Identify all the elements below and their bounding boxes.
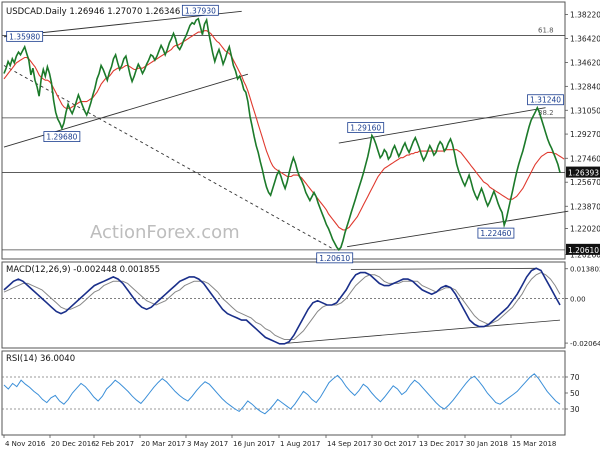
rsi-layer [2,374,565,414]
price-series [4,19,564,250]
price-tick-label: 1.36420 [570,34,600,43]
watermark: ActionForex.com [90,222,240,243]
x-tick-label: 14 Sep 2017 [327,440,371,448]
swing-label: 1.29680 [46,133,77,142]
price-tick-label: 1.22020 [570,225,600,234]
rsi-panel-frame [2,351,565,435]
rsi-tick-label: 30 [570,405,580,414]
x-tick-label: 30 Oct 2017 [373,440,416,448]
price-tick-label: 1.25670 [570,178,600,187]
fib-label: 61.8 [538,26,554,34]
current-price-label: 1.26393 [568,169,599,178]
x-axis: 4 Nov 2016 20 Dec 2016 2 Feb 2017 20 Mar 20… [4,435,556,448]
x-tick-label: 16 Jun 2017 [233,440,275,448]
x-tick-label: 20 Dec 2016 [51,440,96,448]
macd-title: MACD(12,26,9) -0.002448 0.001855 [6,265,160,275]
x-tick-label: 1 Aug 2017 [280,440,320,448]
price-tick-label: 1.29270 [570,130,600,139]
price-tick-label: 1.32840 [570,82,600,91]
macd-resistance-line [351,268,536,269]
price-tick-label: 1.38220 [570,10,600,19]
rsi-axis: 70 50 30 [565,373,580,414]
moving-average-line [4,31,564,230]
level-label: 1.20610 [568,246,599,255]
macd-tick-label: 0.00 [570,296,586,304]
rsi-tick-label: 70 [570,373,580,382]
macd-line [4,268,560,344]
rsi-tick-label: 50 [570,389,580,398]
swing-label: 1.31240 [530,96,561,105]
price-tick-label: 1.34620 [570,59,600,68]
rsi-line [4,374,560,414]
price-tick-label: 1.27460 [570,154,600,163]
x-tick-label: 2 Feb 2017 [95,440,134,448]
macd-tick-label: 0.013802 [570,266,600,274]
macd-layer [2,268,565,344]
swing-label: 1.35980 [9,32,40,41]
macd-axis: 0.013802 0.00 -0.020648 [565,266,600,348]
x-tick-label: 13 Dec 2017 [419,440,464,448]
x-tick-label: 20 Mar 2017 [141,440,185,448]
swing-label: 1.37930 [185,6,216,15]
x-tick-label: 30 Jan 2018 [466,440,508,448]
x-tick-label: 3 May 2017 [187,440,228,448]
signal-line [4,273,560,340]
rsi-title: RSI(14) 36.0040 [6,354,75,364]
price-trendlines [4,11,568,249]
macd-support-line [280,320,560,344]
rising-support-line [347,211,568,246]
x-tick-label: 15 Mar 2018 [512,440,556,448]
x-tick-label: 4 Nov 2016 [5,440,46,448]
swing-label: 1.20610 [319,254,350,263]
price-tick-label: 1.31050 [570,106,600,115]
swing-label: 1.22460 [480,229,511,238]
price-panel-frame [2,2,565,259]
price-line [4,19,560,250]
swing-label: 1.29160 [350,124,381,133]
price-axis: 1.38220 1.36420 1.34620 1.32840 1.31050 1.292… [565,10,600,259]
macd-tick-label: -0.020648 [570,340,600,348]
price-tick-label: 1.23870 [570,202,600,211]
price-level-lines: 61.838.2 [2,26,565,249]
